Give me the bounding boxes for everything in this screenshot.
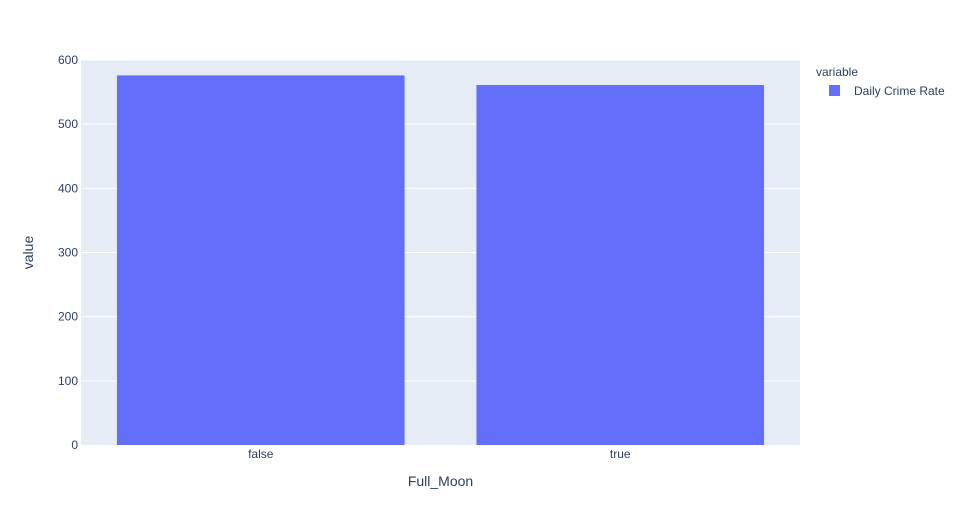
legend-label[interactable]: Daily Crime Rate [854, 84, 945, 98]
y-tick-label: 0 [71, 438, 78, 452]
y-axis-ticks: 0 100 200 300 400 500 600 [58, 53, 78, 452]
y-axis-title: value [20, 236, 36, 270]
y-tick-label: 400 [58, 181, 78, 195]
x-tick-label: true [610, 447, 631, 461]
y-tick-label: 500 [58, 117, 78, 131]
x-axis-title: Full_Moon [408, 473, 473, 489]
y-tick-label: 600 [58, 53, 78, 67]
y-tick-label: 200 [58, 310, 78, 324]
bar-true[interactable] [476, 85, 765, 446]
legend-swatch[interactable] [829, 85, 840, 96]
y-tick-label: 100 [58, 374, 78, 388]
x-tick-label: false [248, 447, 274, 461]
legend: variable Daily Crime Rate [816, 65, 945, 98]
bars [116, 75, 765, 446]
y-tick-label: 300 [58, 246, 78, 260]
bar-false[interactable] [116, 75, 405, 446]
x-axis-ticks: false true [248, 447, 631, 461]
legend-title: variable [816, 65, 858, 79]
legend-items: Daily Crime Rate [829, 84, 945, 98]
